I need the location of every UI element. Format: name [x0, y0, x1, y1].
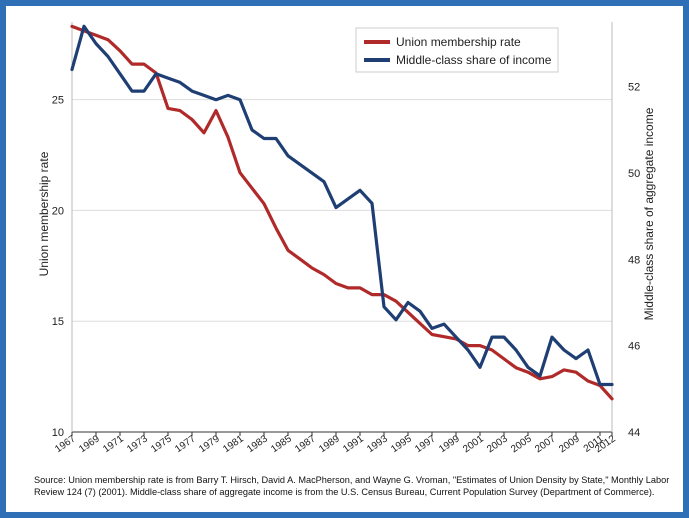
x-tick-label: 1971 [101, 433, 126, 455]
y-tick-label-left: 10 [52, 427, 64, 439]
source-note: Source: Union membership rate is from Ba… [34, 475, 670, 497]
series-line-union-membership [70, 24, 614, 401]
gridlines [72, 99, 612, 433]
y-axis-label-right: Middle-class share of aggregate income [642, 107, 656, 320]
x-tick-label: 2009 [557, 433, 582, 455]
y-axis-label-left: Union membership rate [37, 151, 51, 276]
legend-box [355, 27, 559, 73]
legend-entry: Union membership rate [396, 35, 521, 49]
x-tick-label: 1975 [149, 433, 174, 455]
x-tick-label: 1991 [341, 433, 366, 455]
x-tick-label: 2005 [509, 433, 534, 455]
x-tick-label: 1999 [437, 433, 462, 455]
x-tick-label: 2001 [461, 433, 486, 455]
x-tick-label: 1989 [317, 433, 342, 455]
y-tick-label-right: 44 [628, 427, 640, 439]
x-tick-label: 1977 [173, 433, 198, 455]
x-tick-label: 1969 [77, 433, 102, 455]
x-tick-label: 1995 [389, 433, 414, 455]
x-tick-label: 1981 [221, 433, 246, 455]
series-lines [70, 24, 614, 401]
y-tick-label-left: 15 [52, 316, 64, 328]
y-tick-label-left: 20 [52, 205, 64, 217]
series-line-middle-class-share [70, 24, 614, 387]
x-tick-label: 2003 [485, 433, 510, 455]
y-tick-label-right: 50 [628, 168, 640, 180]
x-tick-label: 1993 [365, 433, 390, 455]
x-tick-label: 1985 [269, 433, 294, 455]
y-tick-label-right: 46 [628, 341, 640, 353]
x-tick-label: 1983 [245, 433, 270, 455]
y-tick-label-right: 52 [628, 82, 640, 94]
x-tick-label: 1979 [197, 433, 222, 455]
y-tick-label-right: 48 [628, 254, 640, 266]
x-tick-label: 1997 [413, 433, 438, 455]
y-tick-label-left: 25 [52, 95, 64, 107]
x-tick-label: 1973 [125, 433, 150, 455]
legend-entry: Middle-class share of income [396, 53, 552, 67]
legend: Union membership rate Middle-class share … [355, 27, 559, 73]
x-tick-label: 1987 [293, 433, 318, 455]
x-tick-label: 2007 [533, 433, 558, 455]
